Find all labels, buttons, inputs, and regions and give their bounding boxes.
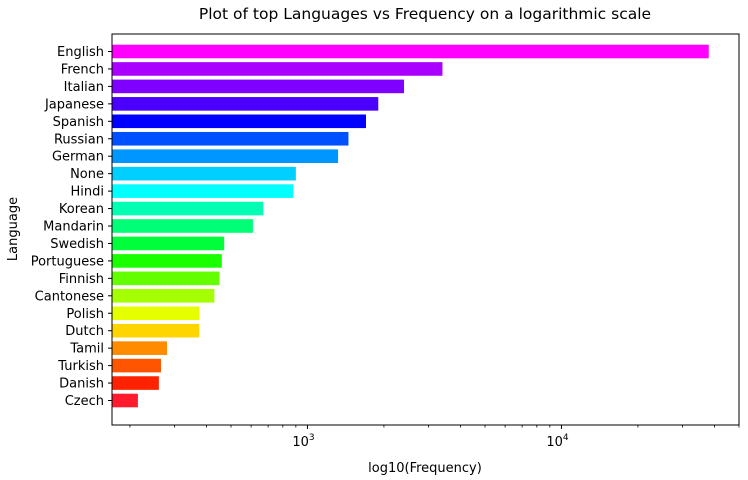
- x-tick-exponent: 4: [563, 433, 569, 443]
- bar-korean: [112, 201, 264, 216]
- bar-french: [112, 62, 443, 76]
- bar-tamil: [112, 341, 168, 355]
- y-axis-ticks: English French Italian Japanese Spanish Russi…: [31, 45, 112, 409]
- bar-danish: [112, 376, 159, 390]
- y-tick-label-polish: Polish: [66, 307, 104, 322]
- x-axis-label: log10(Frequency): [368, 461, 482, 476]
- x-axis-ticks: 103 104: [129, 425, 740, 450]
- bar-turkish: [112, 358, 161, 373]
- bar-portuguese: [112, 254, 222, 268]
- y-tick-label-tamil: Tamil: [69, 342, 104, 357]
- x-tick-base: 10: [292, 435, 309, 450]
- y-tick-label-finnish: Finnish: [59, 272, 104, 287]
- y-tick-label-dutch: Dutch: [65, 324, 104, 339]
- bar-italian: [112, 79, 405, 94]
- y-axis-label: Language: [6, 197, 21, 261]
- bar-hindi: [112, 184, 294, 198]
- x-tick-label: 104: [546, 433, 569, 450]
- y-tick-label-english: English: [57, 45, 104, 60]
- bar-polish: [112, 306, 200, 321]
- y-tick-label-portuguese: Portuguese: [31, 254, 104, 269]
- plot-area: [112, 44, 709, 408]
- x-tick-exponent: 3: [309, 433, 315, 443]
- axes-frame: [111, 33, 740, 426]
- bar-czech: [112, 393, 138, 408]
- y-tick-label-czech: Czech: [65, 394, 104, 409]
- bar-mandarin: [112, 219, 253, 233]
- bar-german: [112, 149, 339, 163]
- y-tick-label-french: French: [61, 62, 104, 77]
- bar-cantonese: [112, 289, 215, 303]
- bar-finnish: [112, 271, 220, 286]
- bar-russian: [112, 131, 349, 146]
- y-tick-label-danish: Danish: [59, 377, 104, 392]
- chart-title: Plot of top Languages vs Frequency on a …: [199, 5, 651, 23]
- y-tick-label-russian: Russian: [54, 132, 104, 147]
- y-tick-label-cantonese: Cantonese: [35, 289, 104, 304]
- bar-spanish: [112, 114, 366, 129]
- bar-none: [112, 166, 296, 181]
- bar-english: [112, 44, 709, 59]
- bar-japanese: [112, 97, 379, 111]
- y-tick-label-japanese: Japanese: [44, 97, 104, 112]
- y-tick-label-mandarin: Mandarin: [43, 220, 104, 235]
- y-tick-label-turkish: Turkish: [57, 359, 104, 374]
- y-tick-label-italian: Italian: [64, 80, 104, 95]
- y-tick-label-hindi: Hindi: [71, 185, 105, 200]
- y-tick-label-none: None: [70, 167, 104, 182]
- bar-swedish: [112, 236, 225, 251]
- bar-dutch: [112, 323, 200, 338]
- y-tick-label-german: German: [52, 150, 104, 165]
- y-tick-label-swedish: Swedish: [50, 237, 104, 252]
- y-tick-label-korean: Korean: [59, 202, 104, 217]
- y-tick-label-spanish: Spanish: [53, 115, 104, 130]
- x-tick-base: 10: [546, 435, 563, 450]
- x-tick-label: 103: [292, 433, 314, 450]
